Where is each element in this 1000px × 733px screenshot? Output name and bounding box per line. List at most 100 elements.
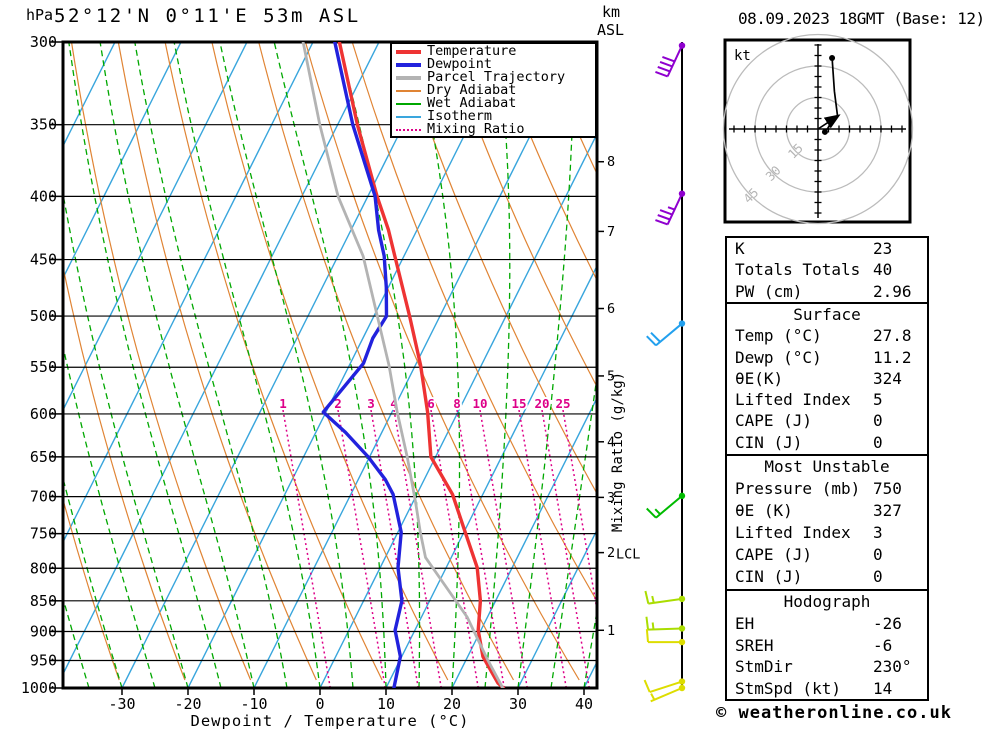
- run-datetime: 08.09.2023 18GMT (Base: 12): [738, 9, 985, 28]
- row-value: 40: [873, 260, 893, 280]
- dry-adiabat-line-swatch: [396, 89, 421, 92]
- km-asl-axis: 1 2 3 4 5 6 7 8 LCL Mixing Ratio (g/kg): [597, 154, 640, 639]
- row-value: 0: [873, 432, 883, 452]
- isotherm-line-swatch: [396, 115, 421, 118]
- legend-label: Dewpoint: [427, 56, 493, 72]
- row-label: Temp (°C): [735, 326, 822, 346]
- legend-item-parcel: Parcel Trajectory: [396, 69, 595, 85]
- svg-text:300: 300: [30, 33, 57, 51]
- svg-text:8: 8: [453, 396, 461, 411]
- wind-barb: [643, 678, 686, 693]
- table-row: θE(K) 324: [727, 368, 927, 389]
- svg-text:1: 1: [279, 396, 287, 411]
- most-unstable-table: Most Unstable Pressure (mb) 750 θE (K) 327…: [725, 454, 929, 591]
- indices-table: K 23 Totals Totals 40 PW (cm) 2.96: [725, 236, 929, 304]
- table-row: CAPE (J) 0: [727, 544, 927, 566]
- table-row: Dewp (°C) 11.2: [727, 347, 927, 368]
- svg-text:550: 550: [30, 358, 57, 376]
- svg-text:-10: -10: [240, 695, 267, 713]
- row-label: Pressure (mb): [735, 479, 861, 498]
- table-row: CIN (J) 0: [727, 432, 927, 453]
- svg-text:7: 7: [607, 224, 615, 240]
- altitude-unit-km-label: km: [602, 3, 621, 21]
- row-value: 324: [873, 368, 902, 388]
- row-value: 3: [873, 523, 883, 542]
- page-title: 52°12'N 0°11'E 53m ASL: [54, 5, 361, 27]
- table-row: StmDir 230°: [727, 656, 927, 678]
- legend-item-dewpoint: Dewpoint: [396, 56, 595, 72]
- row-value: 0: [873, 411, 883, 431]
- svg-text:3: 3: [367, 396, 375, 411]
- table-row: EH -26: [727, 613, 927, 635]
- table-title: Surface: [793, 305, 861, 324]
- table-row: Lifted Index 5: [727, 389, 927, 410]
- svg-text:800: 800: [30, 559, 57, 577]
- temperature-curve: [337, 42, 506, 688]
- svg-text:450: 450: [30, 251, 57, 269]
- svg-text:500: 500: [30, 307, 57, 325]
- svg-text:25: 25: [555, 396, 570, 411]
- parcel-line-swatch: [396, 75, 421, 80]
- svg-text:2: 2: [607, 545, 615, 561]
- svg-text:1000: 1000: [21, 679, 57, 697]
- svg-text:-20: -20: [174, 695, 201, 713]
- row-label: CIN (J): [735, 432, 803, 452]
- svg-text:400: 400: [30, 187, 57, 205]
- row-label: Lifted Index: [735, 523, 851, 542]
- row-label: StmDir: [735, 657, 793, 677]
- storm-motion-arrow: [817, 114, 841, 130]
- row-label: StmSpd (kt): [735, 679, 841, 699]
- legend-label: Dry Adiabat: [427, 82, 517, 98]
- pressure-grid: 300 350 400 450 500 550 600 650 700 750 800 850 900 9…: [21, 33, 597, 697]
- wind-barb-column: [643, 42, 686, 703]
- svg-text:950: 950: [30, 651, 57, 669]
- dewpoint-curve: [321, 42, 404, 688]
- svg-text:10: 10: [472, 396, 487, 411]
- row-value: 0: [873, 567, 883, 586]
- svg-text:0: 0: [315, 695, 324, 713]
- legend-item-wet-adiabat: Wet Adiabat: [396, 95, 595, 111]
- parcel-trajectory-curve: [301, 42, 505, 688]
- row-label: Totals Totals: [735, 260, 861, 280]
- svg-text:700: 700: [30, 488, 57, 506]
- row-value: 14: [873, 679, 893, 699]
- row-value: 27.8: [873, 326, 912, 346]
- table-row: PW (cm) 2.96: [727, 281, 927, 302]
- hodograph-table: Hodograph EH -26 SREH -6 StmDir 230° StmSpd…: [725, 589, 929, 701]
- table-row: CIN (J) 0: [727, 566, 927, 588]
- table-row: θE (K) 327: [727, 500, 927, 522]
- svg-text:-30: -30: [108, 695, 135, 713]
- legend-label: Parcel Trajectory: [427, 69, 566, 85]
- svg-text:20: 20: [534, 396, 549, 411]
- row-label: θE(K): [735, 368, 784, 388]
- row-label: CAPE (J): [735, 411, 813, 431]
- svg-text:2: 2: [334, 396, 342, 411]
- row-value: 23: [873, 239, 893, 258]
- plot-border: [61, 40, 599, 690]
- table-row: Pressure (mb) 750: [727, 478, 927, 500]
- svg-text:6: 6: [607, 301, 615, 317]
- wind-barb: [645, 616, 686, 632]
- row-label: Dewp (°C): [735, 347, 822, 367]
- row-value: 5: [873, 390, 883, 410]
- table-row: Temp (°C) 27.8: [727, 325, 927, 346]
- wind-barb: [646, 492, 686, 519]
- svg-text:750: 750: [30, 525, 57, 543]
- legend-label: Wet Adiabat: [427, 95, 517, 111]
- svg-text:4: 4: [607, 434, 615, 450]
- temperature-line-swatch: [396, 49, 421, 54]
- row-value: -26: [873, 613, 902, 633]
- row-value: -6: [873, 635, 893, 655]
- row-value: 230°: [873, 657, 912, 677]
- table-row: StmSpd (kt) 14: [727, 678, 927, 700]
- svg-text:850: 850: [30, 592, 57, 610]
- row-label: θE (K): [735, 501, 793, 520]
- pressure-unit-label: hPa: [26, 6, 54, 24]
- legend-item-dry-adiabat: Dry Adiabat: [396, 82, 595, 98]
- svg-text:600: 600: [30, 405, 57, 423]
- table-row: K 23: [727, 238, 927, 259]
- wind-barb: [644, 590, 686, 605]
- row-label: PW (cm): [735, 281, 803, 301]
- row-label: K: [735, 239, 745, 258]
